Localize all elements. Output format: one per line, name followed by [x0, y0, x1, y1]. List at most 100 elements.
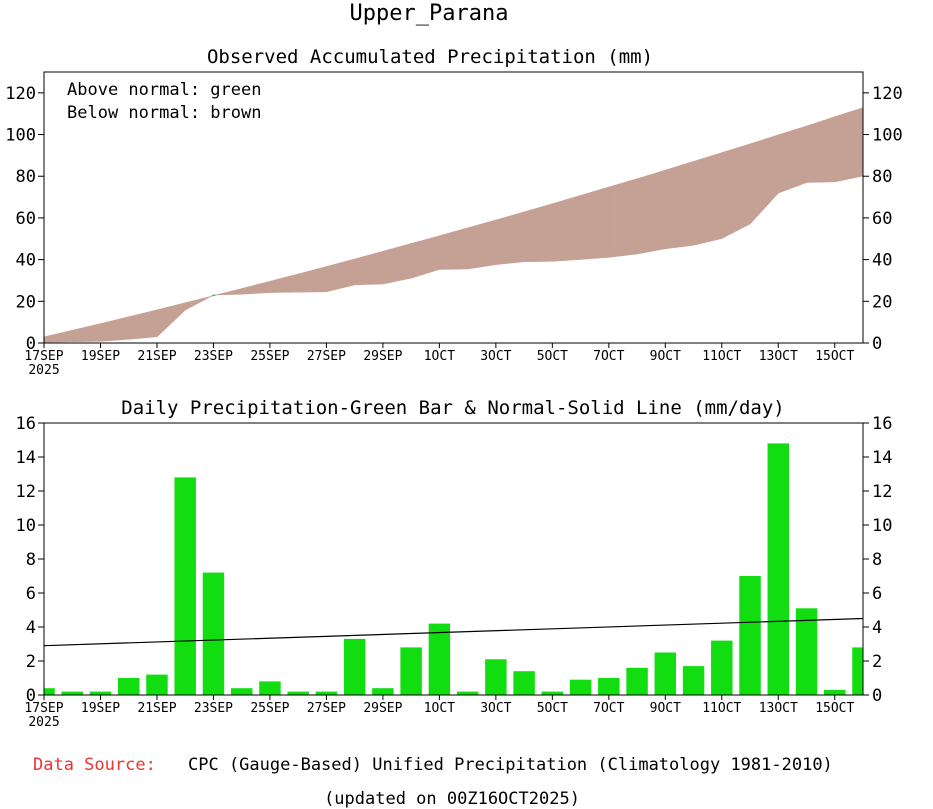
normal-line-group: [43, 617, 864, 647]
y-tick-label-right: 12: [872, 482, 892, 502]
accum-fill-segment: [156, 302, 186, 338]
daily-precip-bar: [626, 667, 648, 695]
y-tick-label-left: 80: [16, 167, 36, 187]
accum-fill-segment: [211, 294, 214, 297]
accum-fill-segment: [100, 316, 130, 342]
daily-precip-bar: [795, 608, 818, 695]
data-source-text: CPC (Gauge-Based) Unified Precipitation …: [188, 755, 833, 775]
x-tick-label: 23SEP: [194, 349, 233, 364]
accum-fill-segment: [297, 266, 327, 293]
accum-fill-segment: [382, 243, 412, 285]
accum-fill-segment: [467, 219, 497, 270]
y-tick-label-right: 8: [872, 550, 882, 570]
accum-fill-segment: [439, 227, 468, 270]
x-year-label: 2025: [28, 363, 59, 378]
accum-fill-segment: [523, 203, 553, 263]
y-tick-label-left: 14: [16, 448, 36, 468]
accum-fill-segment: [128, 309, 158, 340]
x-tick-label: 27SEP: [307, 349, 346, 364]
y-tick-label-left: 10: [16, 516, 36, 536]
top-fill-area: [43, 107, 864, 343]
accum-fill-segment: [269, 273, 299, 293]
x-tick-label: 7OCT: [593, 701, 624, 716]
accum-fill-segment: [495, 211, 525, 265]
y-tick-label-left: 120: [5, 84, 36, 104]
accum-fill-segment: [749, 134, 779, 225]
daily-precip-bar: [428, 623, 451, 695]
x-tick-label: 5OCT: [537, 701, 568, 716]
accum-fill-segment: [693, 152, 723, 246]
x-tick-label: 27SEP: [307, 701, 346, 716]
accum-fill-segment: [834, 107, 864, 183]
x-tick-label: 29SEP: [363, 701, 402, 716]
x-tick-label: 11OCT: [702, 349, 741, 364]
daily-precip-bar: [89, 691, 112, 695]
daily-precip-bar: [44, 688, 55, 695]
x-tick-label: 3OCT: [480, 349, 511, 364]
x-tick-label: 1OCT: [424, 349, 455, 364]
accum-fill-segment: [608, 178, 638, 258]
y-tick-label-right: 0: [872, 686, 882, 706]
y-tick-label-right: 14: [872, 448, 892, 468]
daily-precip-bar: [146, 674, 168, 695]
data-source-label: Data Source:: [33, 755, 156, 775]
accum-fill-segment: [806, 116, 836, 183]
daily-precip-bar: [456, 691, 479, 695]
accum-fill-segment: [71, 323, 101, 343]
x-tick-label: 11OCT: [702, 701, 741, 716]
y-tick-label-right: 40: [872, 251, 892, 271]
daily-precip-bar: [485, 659, 507, 695]
accum-fill-segment: [326, 258, 355, 293]
top-axes: 0 0 20 20 40 40 60 60 80 80 100 100 120 120 17SEP 19SEP…: [5, 84, 902, 378]
y-tick-label-right: 80: [872, 167, 892, 187]
x-tick-label: 21SEP: [137, 349, 176, 364]
y-tick-label-right: 120: [872, 84, 903, 104]
y-tick-label-left: 12: [16, 482, 36, 502]
bottom-chart-title: Daily Precipitation-Green Bar & Normal-S…: [121, 397, 784, 419]
y-tick-label-right: 4: [872, 618, 882, 638]
daily-precip-bar: [287, 691, 309, 695]
x-tick-label: 15OCT: [815, 701, 854, 716]
daily-precip-bar: [598, 678, 620, 695]
y-tick-label-left: 2: [26, 652, 36, 672]
accum-fill-segment: [216, 288, 242, 296]
accum-fill-segment: [213, 294, 217, 297]
accum-fill-segment: [665, 161, 694, 250]
y-tick-label-left: 4: [26, 618, 36, 638]
x-tick-label: 13OCT: [759, 701, 798, 716]
daily-precip-bar: [174, 477, 196, 695]
y-tick-label-right: 10: [872, 516, 892, 536]
x-tick-label: 9OCT: [650, 701, 681, 716]
y-tick-label-right: 0: [872, 334, 882, 354]
y-tick-label-left: 0: [26, 334, 36, 354]
y-tick-label-right: 6: [872, 584, 882, 604]
daily-precip-bar: [541, 691, 564, 695]
x-tick-label: 29SEP: [363, 349, 402, 364]
y-tick-label-left: 100: [5, 126, 36, 146]
daily-precip-bar: [569, 679, 592, 695]
daily-precip-bar: [852, 647, 863, 695]
x-tick-label: 17SEP: [24, 701, 63, 716]
daily-precip-bar: [824, 689, 846, 695]
y-tick-label-left: 20: [16, 292, 36, 312]
daily-precip-bar: [372, 688, 394, 695]
accum-fill-segment: [410, 235, 440, 279]
x-year-label: 2025: [28, 715, 59, 730]
x-tick-label: 25SEP: [250, 349, 289, 364]
y-tick-label-right: 60: [872, 209, 892, 229]
y-tick-label-left: 0: [26, 686, 36, 706]
daily-precip-bar: [202, 572, 225, 695]
x-tick-label: 9OCT: [650, 349, 681, 364]
daily-precip-bar: [739, 576, 761, 695]
daily-precip-bar: [315, 691, 338, 695]
accumulated-precip-chart: Observed Accumulated Precipitation (mm) …: [5, 46, 902, 378]
legend-below-text: Below normal: brown: [67, 103, 261, 123]
accum-fill-segment: [354, 250, 384, 286]
accum-fill-segment: [241, 280, 271, 295]
accum-fill-segment: [777, 125, 807, 194]
daily-precip-bar: [711, 640, 733, 695]
y-tick-label-right: 100: [872, 126, 903, 146]
x-tick-label: 23SEP: [194, 701, 233, 716]
x-tick-label: 13OCT: [759, 349, 798, 364]
